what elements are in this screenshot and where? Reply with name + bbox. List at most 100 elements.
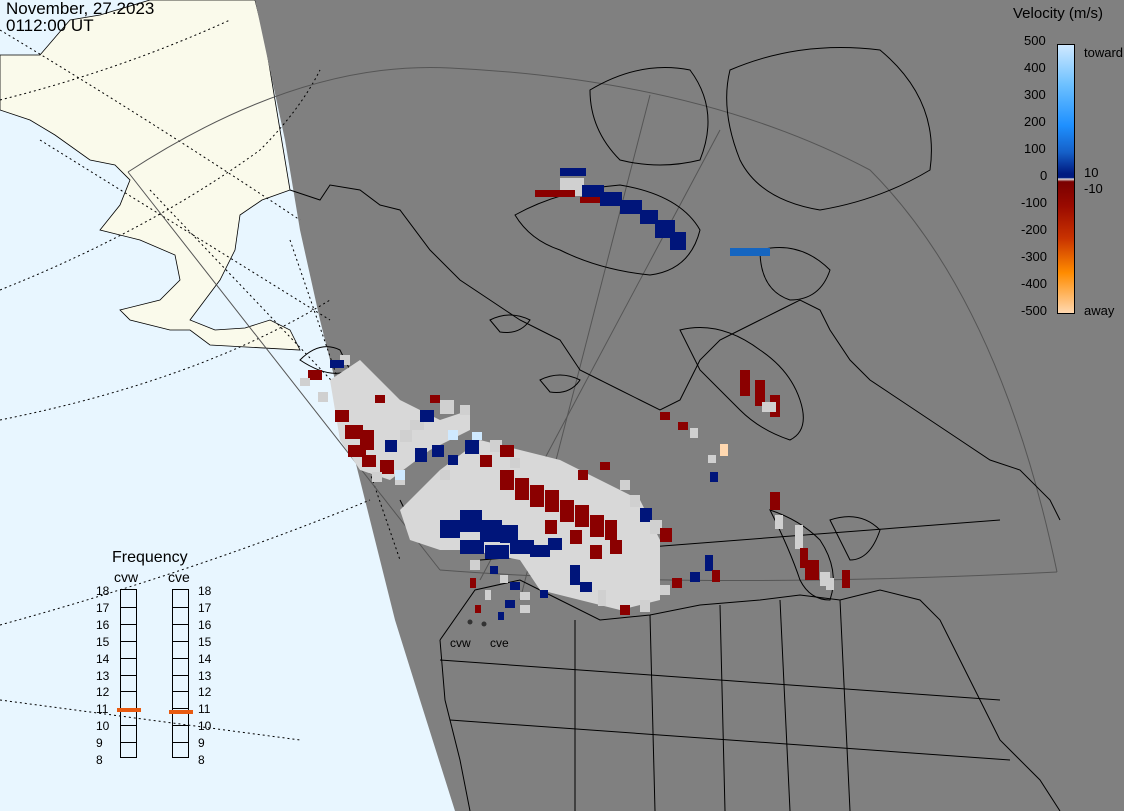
frequency-tick-label: 15 <box>96 634 110 649</box>
velocity-cell <box>510 458 520 468</box>
frequency-gridline <box>121 657 136 659</box>
frequency-gridline <box>173 640 188 642</box>
velocity-cell <box>545 490 559 512</box>
velocity-cell <box>480 520 502 542</box>
colorbar-title: Velocity (m/s) <box>1013 5 1104 22</box>
site-marker-cve <box>481 621 487 627</box>
frequency-bar-cve <box>172 589 189 758</box>
velocity-cell <box>805 560 819 580</box>
velocity-cell <box>650 520 662 534</box>
frequency-tick-label: 9 <box>96 736 103 751</box>
velocity-cell <box>470 578 476 588</box>
colorbar-tick: 0 <box>1040 168 1048 183</box>
velocity-cell <box>660 585 670 595</box>
frequency-gridline <box>121 640 136 642</box>
frequency-tick-label: 13 <box>96 668 110 683</box>
velocity-cell <box>678 422 688 430</box>
velocity-cell <box>590 515 604 537</box>
velocity-colorbar <box>1057 44 1075 314</box>
frequency-gridline <box>121 691 136 693</box>
velocity-cell <box>660 412 670 420</box>
velocity-cell <box>385 440 397 452</box>
velocity-cell <box>375 395 385 403</box>
velocity-cell <box>640 210 658 224</box>
velocity-cell <box>795 525 803 549</box>
velocity-cell <box>570 530 582 544</box>
velocity-cell <box>705 555 713 571</box>
velocity-cell <box>520 592 530 600</box>
site-marker-cvw <box>467 619 473 625</box>
frequency-bar-cvw <box>120 589 137 758</box>
time-label: 0112:00 UT <box>6 16 94 35</box>
colorbar-away-label: away <box>1084 303 1115 318</box>
frequency-tick-label: 18 <box>198 584 212 598</box>
velocity-cell <box>670 232 686 250</box>
velocity-cell <box>335 410 349 422</box>
velocity-cell <box>660 528 672 542</box>
velocity-cell <box>308 370 322 380</box>
frequency-gridline <box>173 725 188 727</box>
velocity-cell <box>470 560 480 570</box>
velocity-cell <box>545 520 557 534</box>
velocity-cell <box>570 565 580 585</box>
velocity-cell <box>712 570 720 582</box>
velocity-cell <box>605 520 617 540</box>
velocity-cell <box>640 600 650 612</box>
frequency-gridline <box>173 674 188 676</box>
site-label-cvw: cvw <box>450 636 471 650</box>
frequency-gridline <box>121 725 136 727</box>
frequency-tick-label: 15 <box>198 634 212 649</box>
velocity-cell <box>610 540 622 554</box>
velocity-cell <box>580 582 592 592</box>
velocity-cell <box>540 590 548 598</box>
velocity-cell <box>465 440 479 454</box>
velocity-cell <box>480 455 492 467</box>
frequency-tick-label: 16 <box>96 617 110 632</box>
colorbar-tick: -500 <box>1021 303 1048 318</box>
frequency-marker-cve <box>169 709 193 714</box>
colorbar-tick: -100 <box>1021 195 1048 210</box>
frequency-gridline <box>121 674 136 676</box>
date-label: November, 27.2023 <box>6 0 155 18</box>
velocity-cell <box>510 540 534 554</box>
velocity-cell <box>620 605 630 615</box>
velocity-cell <box>672 578 682 588</box>
velocity-cell <box>630 495 640 507</box>
velocity-cell <box>440 400 454 414</box>
velocity-cell <box>500 525 518 543</box>
velocity-cell <box>740 370 750 396</box>
velocity-cell <box>372 472 382 482</box>
velocity-cell <box>580 197 600 203</box>
frequency-gridline <box>173 742 188 744</box>
frequency-tick-label: 18 <box>96 584 110 598</box>
velocity-cell <box>720 444 728 456</box>
frequency-tick-label: 17 <box>96 600 110 615</box>
velocity-cell <box>548 538 562 550</box>
frequency-tick-label: 9 <box>198 736 205 751</box>
velocity-cell <box>620 480 630 490</box>
colorbar-tick: -300 <box>1021 249 1048 264</box>
frequency-tick-label: 8 <box>198 753 205 767</box>
colorbar-tick: -400 <box>1021 276 1048 291</box>
velocity-cells <box>300 168 850 620</box>
frequency-tick-label: 11 <box>198 702 211 717</box>
frequency-tick-label: 12 <box>198 685 212 700</box>
velocity-cell <box>690 428 698 438</box>
colorbar-neg-threshold: -10 <box>1084 181 1103 196</box>
velocity-cell <box>710 472 718 482</box>
colorbar-toward-label: toward <box>1084 45 1124 60</box>
velocity-cell <box>800 548 808 568</box>
velocity-cell <box>520 605 530 613</box>
velocity-cell <box>535 190 575 197</box>
velocity-cell <box>485 590 491 600</box>
frequency-radar-cvw: cvw <box>114 569 139 585</box>
frequency-marker-cvw <box>117 707 141 712</box>
frequency-tick-label: 14 <box>198 651 212 666</box>
velocity-cell <box>708 455 716 463</box>
velocity-cell <box>820 572 830 586</box>
velocity-cell <box>775 515 783 529</box>
nightside-shading <box>255 0 1124 811</box>
velocity-cell <box>582 185 604 199</box>
velocity-cell <box>515 478 529 500</box>
